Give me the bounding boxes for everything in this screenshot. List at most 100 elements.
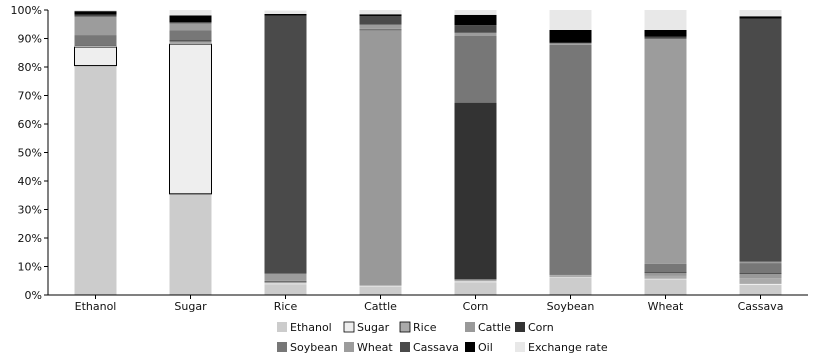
bar-segment-sugar-wheat: [169, 23, 212, 31]
bar-segment-cassava-oil: [739, 16, 782, 19]
x-tick-label-cassava: Cassava: [738, 300, 784, 313]
y-axis: 0% 10% 20% 30% 40% 50% 60% 70% 80% 90% 100%: [11, 4, 49, 302]
bar-segment-soybean-cattle: [549, 274, 592, 276]
y-tick-label-10: 10%: [18, 261, 42, 274]
bar-segment-corn-exchange-rate: [454, 10, 497, 15]
bar-stack-sugar: [169, 10, 212, 295]
bar-segment-cattle-cassava: [359, 15, 402, 25]
bar-segment-ethanol-cattle: [74, 45, 117, 47]
x-tick-label-corn: Corn: [463, 300, 489, 313]
bar-segment-corn-rice: [454, 280, 497, 282]
bar-segment-rice-cattle: [264, 282, 307, 283]
legend: Ethanol Sugar Rice Cattle Corn Soybean Wheat Ca…: [277, 321, 608, 354]
bar-segment-ethanol-sugar: [74, 46, 117, 67]
y-tick-label-20: 20%: [18, 232, 42, 245]
bar-segment-corn-cattle: [454, 279, 497, 281]
legend-swatch-oil: [465, 342, 475, 352]
x-tick-label-cattle: Cattle: [364, 300, 397, 313]
legend-label-cattle: Cattle: [478, 321, 511, 334]
bar-segment-cassava-wheat: [739, 261, 782, 264]
bar-segment-ethanol-soybean: [74, 35, 117, 46]
bar-segment-wheat-soybean: [644, 263, 687, 273]
legend-swatch-sugar: [343, 321, 355, 333]
legend-swatch-ethanol: [277, 322, 287, 332]
bar-segment-soybean-cassava: [549, 42, 592, 44]
bar-segment-corn-wheat: [454, 32, 497, 36]
bar-segment-cattle-sugar: [359, 285, 402, 287]
bar-stack-rice: [264, 10, 307, 295]
legend-label-sugar: Sugar: [357, 321, 390, 334]
bar-stack-soybean: [549, 10, 592, 295]
bar-segment-rice-oil: [264, 13, 307, 16]
bar-segment-corn-oil: [454, 14, 497, 26]
bar-segment-sugar-sugar: [169, 43, 212, 195]
bar-segment-soybean-soybean: [549, 44, 592, 275]
y-tick-label-70: 70%: [18, 90, 42, 103]
bar-segment-cassava-corn: [739, 273, 782, 274]
bar-segment-cassava-soybean: [739, 263, 782, 274]
bar-segment-soybean-wheat: [549, 43, 592, 45]
bar-segment-sugar-oil: [169, 15, 212, 23]
bar-segment-ethanol-wheat: [74, 16, 117, 36]
bar-segment-sugar-cattle: [169, 41, 212, 43]
legend-swatch-cassava: [400, 342, 410, 352]
bar-segment-wheat-corn: [644, 272, 687, 274]
bar-stack-corn: [454, 10, 497, 295]
bar-segment-cassava-rice: [739, 278, 782, 284]
bar-segment-sugar-soybean: [169, 30, 212, 41]
bar-segment-rice-exchange-rate: [264, 10, 307, 14]
bar-segment-soybean-ethanol: [549, 277, 592, 295]
bar-segment-ethanol-corn: [74, 45, 117, 46]
bar-segment-ethanol-cassava: [74, 14, 117, 17]
bar-segment-rice-corn: [264, 281, 307, 283]
y-tick-label-60: 60%: [18, 118, 42, 131]
bar-segment-soybean-corn: [549, 274, 592, 275]
bar-segment-sugar-corn: [169, 40, 212, 42]
legend-swatch-wheat: [344, 342, 354, 352]
legend-label-ethanol: Ethanol: [290, 321, 332, 334]
bar-segment-rice-sugar: [264, 283, 307, 285]
legend-label-cassava: Cassava: [413, 341, 459, 354]
legend-swatch-corn: [515, 322, 525, 332]
y-tick-label-0: 0%: [25, 289, 42, 302]
bar-segment-cassava-sugar: [739, 283, 782, 286]
bar-segment-rice-soybean: [264, 280, 307, 282]
bar-stack-wheat: [644, 10, 687, 295]
bar-segment-wheat-cattle: [644, 273, 687, 276]
bar-segment-cattle-oil: [359, 14, 402, 16]
legend-swatch-soybean: [277, 342, 287, 352]
legend-label-oil: Oil: [478, 341, 493, 354]
legend-swatch-cattle: [465, 322, 475, 332]
bar-segment-ethanol-exchange-rate: [74, 10, 117, 12]
bar-segment-rice-ethanol: [264, 284, 307, 295]
bar-stack-ethanol: [74, 10, 117, 295]
bar-segment-cattle-rice: [359, 285, 402, 286]
bar-segment-cattle-soybean: [359, 28, 402, 30]
legend-label-corn: Corn: [528, 321, 554, 334]
bar-segment-soybean-sugar: [549, 277, 592, 278]
bar-segment-wheat-rice: [644, 275, 687, 279]
legend-label-soybean: Soybean: [290, 341, 338, 354]
legend-label-wheat: Wheat: [357, 341, 393, 354]
bar-segment-cattle-exchange-rate: [359, 10, 402, 15]
bar-segment-corn-corn: [454, 102, 497, 280]
x-tick-label-soybean: Soybean: [547, 300, 595, 313]
bar-segment-cattle-wheat: [359, 24, 402, 29]
bar-segment-sugar-ethanol: [169, 193, 212, 295]
x-tick-label-rice: Rice: [274, 300, 298, 313]
bar-stack-cattle: [359, 10, 402, 295]
y-tick-label-50: 50%: [18, 147, 42, 160]
y-tick-label-40: 40%: [18, 175, 42, 188]
x-tick-label-sugar: Sugar: [174, 300, 207, 313]
legend-swatch-exchange-rate: [515, 342, 525, 352]
y-tick-label-30: 30%: [18, 204, 42, 217]
plot-area: [74, 10, 782, 295]
y-tick-label-100: 100%: [11, 4, 42, 17]
bar-segment-ethanol-rice: [74, 46, 117, 48]
y-tick-label-90: 90%: [18, 33, 42, 46]
bar-segment-soybean-exchange-rate: [549, 10, 592, 30]
bar-segment-ethanol-oil: [74, 11, 117, 15]
bar-segment-cattle-ethanol: [359, 286, 402, 295]
